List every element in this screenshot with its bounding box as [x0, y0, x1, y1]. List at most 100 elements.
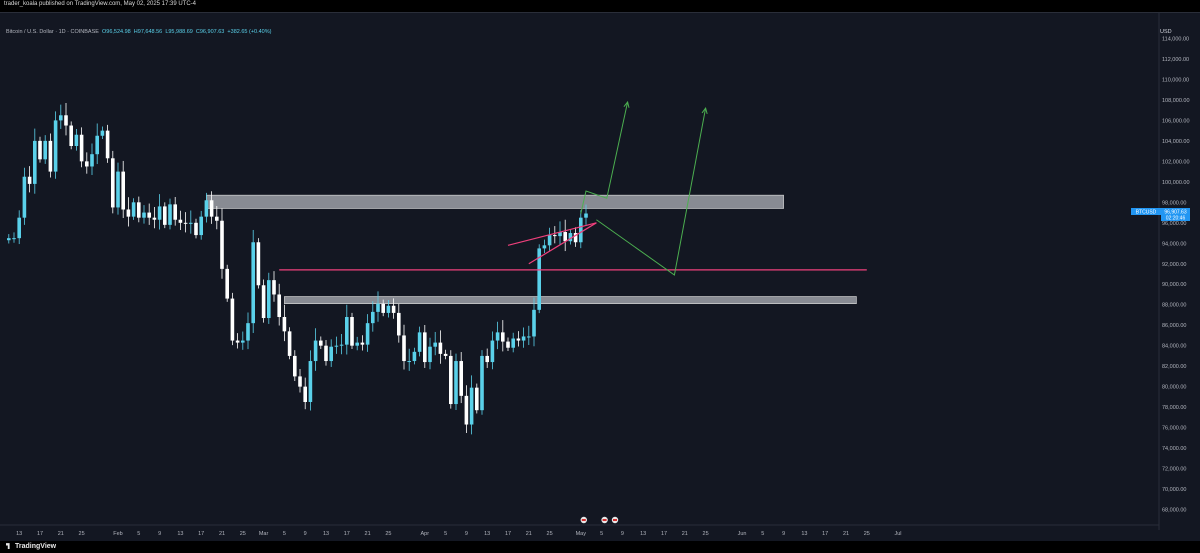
candle-body [90, 154, 94, 167]
candle-body [495, 332, 500, 341]
price-value-tag [1161, 208, 1190, 221]
y-tick-label: 88,000.00 [1162, 303, 1186, 309]
y-tick-label: 90,000.00 [1162, 282, 1186, 288]
publisher-text: trader_koala published on TradingView.co… [4, 1, 197, 7]
candle-body [111, 158, 115, 208]
x-tick-label: 17 [37, 531, 43, 537]
candle-body [371, 311, 375, 324]
x-tick-label: 13 [640, 531, 646, 537]
candle-body [12, 238, 16, 240]
price-symbol-text: BTCUSD [1136, 210, 1157, 216]
candle-body [230, 298, 235, 341]
candle-body [490, 340, 495, 363]
candle-body [553, 235, 557, 237]
candle-body [79, 134, 84, 162]
candle-body [547, 235, 552, 246]
candle-body [235, 340, 240, 343]
zones-layer [206, 194, 857, 304]
candle-body [485, 355, 489, 363]
y-tick-label: 110,000.00 [1162, 77, 1189, 83]
candle-body [121, 171, 125, 210]
x-tick-label: 5 [761, 531, 764, 537]
event-flag-stripe [581, 519, 586, 521]
candle-body [412, 351, 417, 362]
y-tick-label: 74,000.00 [1162, 446, 1186, 452]
currency-label[interactable]: USD [1160, 29, 1172, 35]
drawings-layer [279, 100, 867, 524]
candle-body [152, 217, 157, 220]
candle-body [157, 206, 162, 220]
candle-body [74, 134, 79, 146]
candle-body [469, 387, 474, 425]
high-value: H97,648.56 [133, 29, 163, 35]
candle-body [563, 232, 567, 242]
candle-body [449, 355, 453, 405]
open-value: O96,524.98 [101, 29, 131, 35]
candle-body [376, 303, 380, 312]
y-tick-label: 112,000.00 [1162, 57, 1189, 63]
price-countdown-text: 02:20:46 [1166, 216, 1186, 222]
candle-body [220, 220, 224, 269]
x-tick-label: 25 [79, 531, 85, 537]
candle-body [126, 209, 131, 217]
candle-body [7, 238, 11, 241]
candle-body [475, 387, 479, 411]
x-tick-label: 13 [323, 531, 329, 537]
candle-body [407, 361, 411, 363]
candle-body [308, 361, 313, 402]
candle-body [137, 202, 141, 218]
y-tick-label: 72,000.00 [1162, 467, 1186, 473]
x-tick-label: Jun [738, 531, 747, 537]
event-flag-stripe [602, 519, 607, 521]
y-tick-label: 108,000.00 [1162, 98, 1190, 104]
x-tick-label: 9 [465, 531, 468, 537]
tradingview-brand[interactable]: TradingView [6, 543, 56, 550]
candlestick-chart[interactable]: 68,000.00 70,000.00 72,000.00 74,000.00 76,0… [0, 13, 1200, 542]
price-symbol-tag [1131, 208, 1161, 215]
y-tick-label: 104,000.00 [1162, 139, 1190, 145]
candle-body [142, 212, 146, 218]
candle-body [516, 338, 521, 341]
wedge-line-2 [528, 222, 597, 265]
projection-arrowhead-2 [701, 106, 708, 115]
publisher-bar: trader_koala published on TradingView.co… [0, 0, 1200, 12]
x-tick-label: 25 [240, 531, 246, 537]
x-tick-label: 9 [621, 531, 624, 537]
chart-area[interactable]: Bitcoin / U.S. Dollar · 1D · COINBASE O9… [0, 12, 1200, 542]
candle-body [282, 317, 287, 332]
candle-body [225, 268, 229, 299]
candle-body [27, 176, 32, 184]
candle-body [17, 217, 21, 239]
candle-body [324, 345, 328, 362]
x-tick-label: 17 [661, 531, 667, 537]
projection-path-1 [580, 101, 629, 214]
change-value: +382.65 (+0.40%) [227, 29, 272, 35]
wedge-line-1 [507, 222, 597, 246]
x-tick-label: 17 [344, 531, 350, 537]
low-value: L95,988.69 [165, 29, 193, 35]
candle-body [443, 353, 448, 356]
candle-body [417, 332, 422, 352]
candle-body [183, 222, 188, 224]
y-tick-label: 114,000.00 [1162, 36, 1189, 42]
candle-body [53, 120, 58, 172]
y-tick-label: 70,000.00 [1162, 487, 1186, 493]
x-tick-label: Mar [259, 531, 269, 537]
x-tick-label: 21 [365, 531, 371, 537]
y-tick-label: 86,000.00 [1162, 323, 1186, 329]
candle-body [215, 216, 219, 221]
candle-body [428, 346, 432, 363]
candle-body [438, 342, 443, 354]
candle-body [506, 341, 510, 348]
y-tick-label: 92,000.00 [1162, 262, 1186, 268]
symbol-title: Bitcoin / U.S. Dollar · 1D · COINBASE [6, 29, 99, 35]
x-tick-label: 25 [864, 531, 870, 537]
candle-body [542, 245, 547, 249]
candle-body [69, 125, 73, 146]
candle-body [147, 212, 151, 218]
candle-body [423, 332, 427, 363]
candle-body [433, 342, 437, 347]
candle-body [480, 355, 484, 411]
candle-body [267, 280, 271, 319]
candle-body [168, 204, 172, 225]
